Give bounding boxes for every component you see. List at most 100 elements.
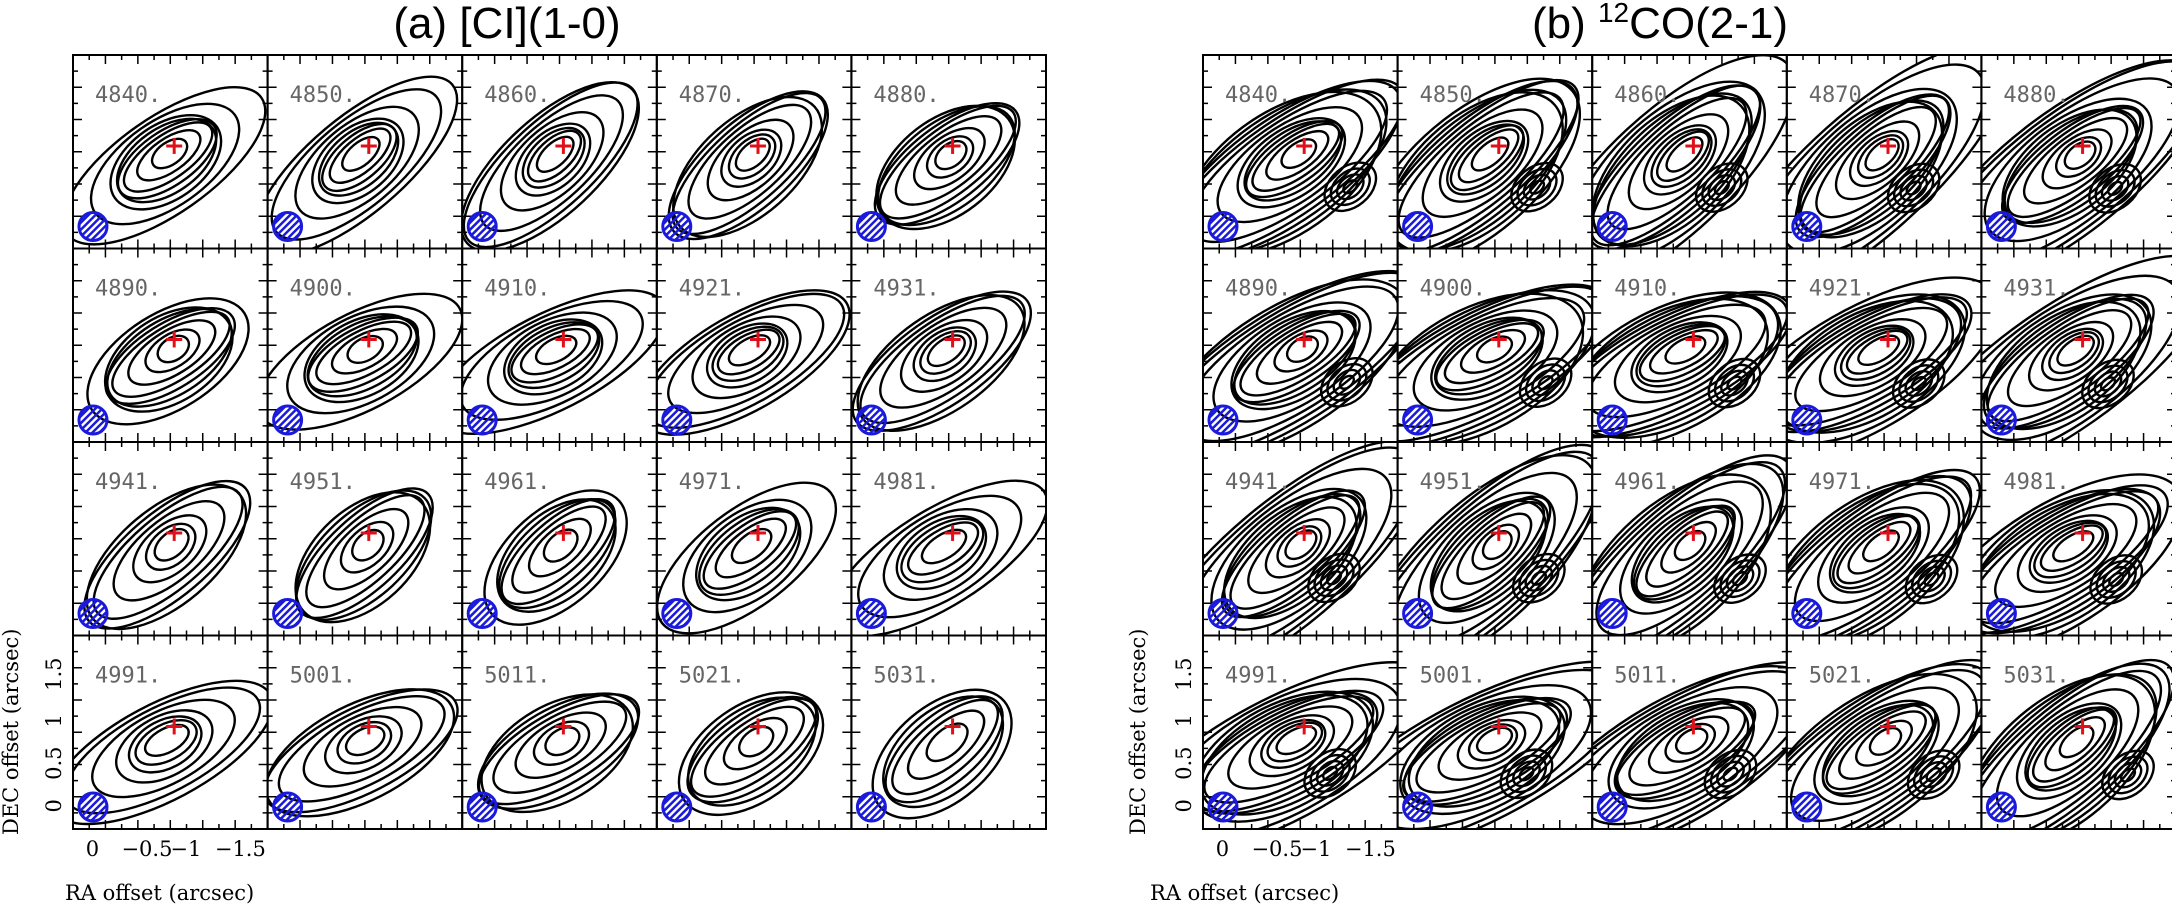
contour-line [322, 507, 410, 591]
peak-marker [360, 718, 377, 735]
contour-line [519, 327, 591, 376]
contour-line [294, 491, 432, 624]
contour-line [1786, 672, 1978, 829]
contour-line [2048, 330, 2100, 375]
contour-line [913, 126, 986, 191]
channel-panel: 4941. [1202, 441, 1399, 637]
contour-line [2016, 514, 2118, 594]
contour-line [462, 81, 639, 249]
contour-line [1847, 520, 1912, 575]
contour-line [1443, 322, 1540, 385]
channel-velocity-label: 4921. [679, 277, 745, 302]
contour-line [1720, 369, 1749, 397]
contour-line [2101, 749, 2155, 801]
channel-velocity-label: 4840. [95, 83, 161, 108]
contour-line [1786, 87, 1958, 249]
contour-line [514, 711, 607, 780]
panel-a: (a) [CI](1-0) 4840. 4850. 4860. 4870. 4880.4… [0, 0, 1048, 904]
tick-marks [1203, 442, 1398, 636]
peak-marker [1879, 718, 1896, 735]
contour-line [1592, 461, 1787, 636]
contour-line [851, 290, 1033, 432]
channel-panel: 4860. [461, 54, 658, 250]
contour-line [1518, 357, 1573, 409]
contour-line [934, 139, 968, 171]
contour-line [706, 118, 795, 202]
contour-line [871, 688, 1013, 820]
contour-line [716, 328, 781, 376]
tick-marks [267, 442, 463, 636]
channel-velocity-label: 4951. [290, 470, 356, 495]
beam-ellipse [1207, 404, 1239, 436]
contour-line [1613, 314, 1743, 404]
channel-panel: 4840. [1202, 54, 1399, 250]
contour-line [1329, 167, 1371, 207]
contour-line [1615, 700, 1757, 797]
channel-velocity-label: 4890. [95, 277, 161, 302]
contour-line [2108, 571, 2125, 588]
contour-line [895, 514, 988, 591]
contour-line [705, 322, 789, 389]
contour-line [1856, 134, 1905, 180]
contour-line [2058, 725, 2095, 759]
beam-ellipse [1791, 791, 1823, 823]
contour-line [1397, 292, 1585, 442]
contour-line [1981, 473, 2172, 636]
contour-line [1537, 375, 1554, 391]
contour-line [302, 705, 423, 788]
contour-line [339, 520, 395, 574]
contour-set [483, 489, 628, 626]
contour-line [1592, 80, 1767, 249]
contour-line [1338, 374, 1355, 390]
peak-marker [166, 524, 183, 541]
contour-line [2119, 767, 2137, 783]
contour-line [1862, 529, 1900, 563]
peak-marker [360, 331, 377, 348]
channel-panel: 4951. [266, 441, 464, 637]
contour-line [1981, 662, 2171, 829]
contour-line [2101, 565, 2131, 593]
beam-ellipse [855, 598, 887, 629]
contour-line [1786, 296, 1969, 427]
contour-line [1203, 88, 1388, 249]
contour-set [267, 688, 459, 818]
contour-line [1227, 705, 1354, 790]
contour-line [103, 306, 234, 413]
peak-marker [555, 524, 572, 541]
contour-line [521, 126, 586, 189]
contour-line [1232, 309, 1361, 404]
contour-line [1635, 504, 1736, 598]
contour-line [1713, 363, 1756, 403]
peak-marker [360, 524, 377, 541]
contour-line [2039, 524, 2104, 572]
y-tick-label: 0.5 [42, 747, 66, 780]
contour-line [1397, 91, 1564, 249]
contour-line [2028, 519, 2110, 584]
contour-line [1309, 753, 1351, 793]
contour-line [1248, 714, 1336, 778]
contour-line [1592, 462, 1785, 636]
contour-line [1815, 105, 1937, 219]
channel-panel: 5001. [1396, 634, 1594, 830]
contour-line [1430, 316, 1544, 401]
contour-line [476, 692, 640, 811]
contour-line [1397, 77, 1582, 249]
contour-line [722, 716, 788, 771]
beam-ellipse [661, 598, 693, 629]
peak-marker [166, 137, 183, 154]
contour-line [882, 695, 1005, 809]
contour-line [1898, 364, 1940, 403]
contour-line [1726, 375, 1743, 391]
contour-line [1203, 446, 1398, 636]
x-tick-label: −1.5 [215, 837, 266, 861]
contour-line [1524, 564, 1554, 592]
contour-line [2063, 140, 2097, 170]
contour-line [1524, 363, 1567, 403]
contour-line [2041, 128, 2113, 190]
contour-line [2000, 104, 2145, 225]
contour-line [1707, 357, 1762, 409]
contour-line [925, 722, 969, 763]
tick-marks [73, 635, 268, 829]
contour-line [1707, 174, 1737, 202]
contour-line [1864, 138, 1900, 172]
